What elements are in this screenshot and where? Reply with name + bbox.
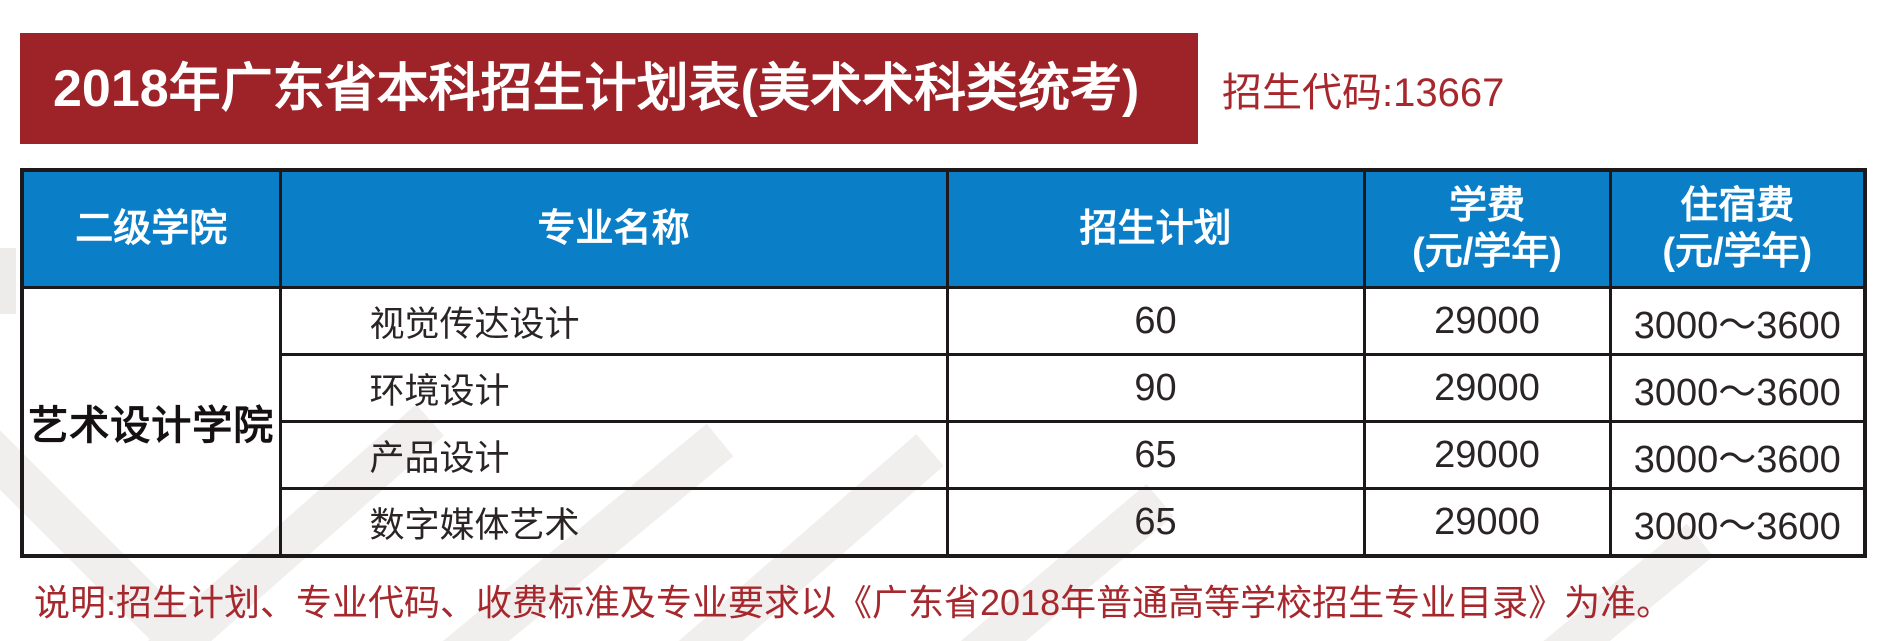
col-header-tuition-title: 学费 [1448,184,1525,227]
table-row: 数字媒体艺术 65 29000 3000～3600 [22,487,1867,558]
accommodation-cell: 3000～3600 [1608,487,1867,558]
col-header-major: 专业名称 [278,168,949,289]
table-row: 产品设计 65 29000 3000～3600 [22,420,1867,490]
tuition-cell: 29000 [1362,353,1612,423]
major-cell: 数字媒体艺术 [278,487,949,558]
accommodation-cell: 3000～3600 [1608,420,1867,490]
college-cell: 艺术设计学院 [20,286,282,558]
col-header-plan: 招生计划 [945,168,1366,289]
col-header-accommodation-title: 住宿费 [1680,184,1795,227]
admission-plan-table: 二级学院 专业名称 招生计划 学费 (元/学年) 住宿费 (元/学年) 艺术设计… [20,168,1867,558]
plan-cell: 60 [945,286,1366,356]
table-row: 艺术设计学院 视觉传达设计 60 29000 3000～3600 [20,286,1867,558]
tuition-cell: 29000 [1362,487,1612,558]
title-banner: 2018年广东省本科招生计划表(美术术科类统考) [20,33,1198,144]
major-cell: 产品设计 [278,420,949,490]
table-row: 环境设计 90 29000 3000～3600 [22,353,1867,423]
col-header-tuition-unit: (元/学年) [1412,231,1562,273]
table-header-row: 二级学院 专业名称 招生计划 学费 (元/学年) 住宿费 (元/学年) [20,168,1867,289]
tuition-cell: 29000 [1362,420,1612,490]
admission-code-label: 招生代码:13667 [1222,70,1505,115]
col-header-tuition: 学费 (元/学年) [1362,168,1612,289]
accommodation-cell: 3000～3600 [1608,353,1867,423]
major-cell: 环境设计 [278,353,949,423]
plan-cell: 90 [945,353,1366,423]
footnote: 说明:招生计划、专业代码、收费标准及专业要求以《广东省2018年普通高等学校招生… [34,582,1673,623]
accommodation-cell: 3000～3600 [1608,286,1867,356]
plan-cell: 65 [945,487,1366,558]
plan-cell: 65 [945,420,1366,490]
major-cell: 视觉传达设计 [278,286,949,356]
col-header-accommodation: 住宿费 (元/学年) [1608,168,1867,289]
col-header-college: 二级学院 [20,168,282,289]
page-title: 2018年广东省本科招生计划表(美术术科类统考) [53,59,1140,118]
col-header-accommodation-unit: (元/学年) [1662,231,1813,273]
tuition-cell: 29000 [1362,286,1612,356]
